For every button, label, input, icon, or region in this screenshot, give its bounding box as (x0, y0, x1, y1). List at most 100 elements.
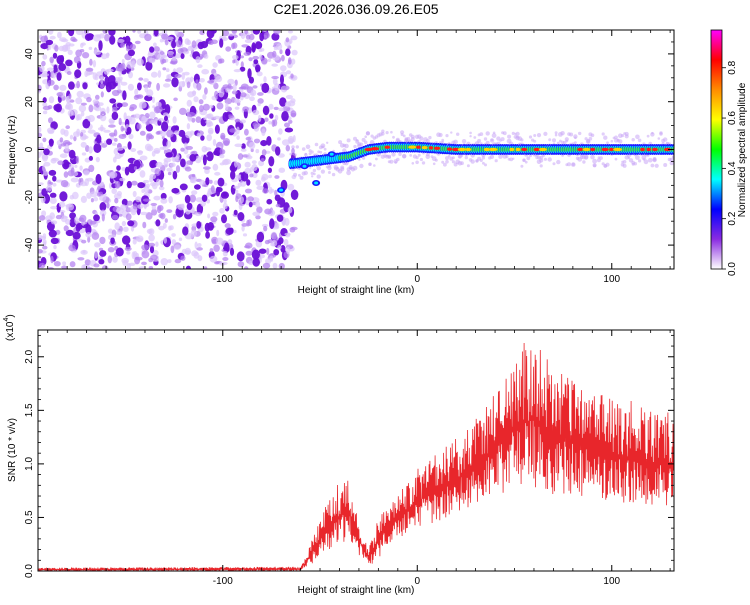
noise-speckle (96, 134, 102, 144)
signal-halo (390, 130, 393, 134)
noise-speckle (117, 82, 121, 91)
noise-speckle (139, 155, 148, 161)
noise-speckle (250, 148, 254, 153)
noise-speckle (99, 202, 107, 212)
noise-speckle (89, 220, 97, 225)
noise-speckle (46, 183, 53, 192)
signal-halo (359, 142, 364, 147)
signal-halo (669, 161, 674, 166)
noise-speckle (49, 197, 57, 204)
noise-speckle (145, 123, 153, 132)
noise-speckle (264, 208, 272, 215)
signal-halo (477, 138, 482, 143)
noise-speckle (65, 125, 70, 130)
noise-speckle (85, 232, 92, 238)
noise-speckle (155, 241, 159, 247)
signal-halo (289, 152, 293, 156)
signal-halo (590, 133, 595, 138)
noise-speckle (195, 116, 202, 123)
noise-speckle (46, 67, 55, 72)
noise-speckle (97, 192, 101, 197)
colorbar (710, 29, 723, 270)
noise-speckle (158, 117, 164, 122)
signal-peak (646, 147, 651, 152)
signal-halo (434, 158, 438, 162)
signal-halo (344, 143, 349, 149)
noise-speckle (256, 71, 263, 77)
noise-speckle (60, 128, 66, 135)
noise-speckle (196, 247, 203, 251)
signal-halo (578, 131, 582, 136)
noise-speckle (204, 87, 208, 95)
signal-halo (353, 136, 357, 141)
noise-speckle (38, 84, 42, 92)
noise-speckle (274, 114, 279, 121)
noise-speckle (119, 177, 126, 182)
noise-speckle (213, 180, 219, 185)
noise-speckle (108, 81, 117, 90)
noise-speckle (145, 133, 151, 142)
signal-halo (419, 136, 424, 141)
signal-halo (387, 155, 391, 159)
y-tick-label: -20 (24, 190, 35, 205)
noise-speckle (106, 202, 110, 209)
signal-halo (453, 139, 458, 145)
noise-speckle (139, 130, 146, 136)
noise-speckle (82, 52, 90, 59)
noise-speckle (62, 44, 71, 52)
noise-speckle (116, 190, 122, 197)
signal-peak (447, 147, 453, 151)
noise-speckle (100, 124, 104, 132)
signal-halo (567, 162, 571, 167)
signal-halo (569, 132, 574, 137)
noise-speckle (243, 266, 249, 269)
noise-speckle (55, 103, 62, 113)
signal-halo (316, 165, 322, 171)
noise-speckle (47, 105, 53, 110)
noise-speckle (237, 153, 244, 160)
noise-speckle (261, 173, 269, 181)
noise-speckle (164, 39, 169, 46)
noise-speckle (263, 225, 268, 232)
noise-speckle (166, 74, 170, 80)
noise-speckle (132, 238, 137, 245)
noise-speckle (48, 169, 57, 176)
noise-speckle (87, 114, 95, 123)
noise-speckle (281, 139, 290, 146)
y-tick-label: 20 (24, 96, 35, 108)
snr-axes: -100 0 100 0.0 0.5 1.0 1.5 2.0 (24, 330, 674, 587)
noise-speckle (108, 182, 113, 189)
noise-speckle (142, 198, 151, 202)
noise-speckle (132, 30, 136, 33)
noise-speckle (68, 30, 75, 37)
signal-halo (342, 148, 347, 153)
noise-speckle (206, 151, 214, 162)
noise-speckle (129, 104, 137, 110)
noise-speckle (93, 214, 100, 222)
noise-speckle (69, 194, 75, 200)
noise-speckle (194, 241, 198, 249)
noise-speckle (220, 132, 226, 140)
noise-speckle (75, 30, 84, 36)
noise-speckle (248, 260, 254, 266)
noise-speckle (163, 237, 167, 244)
signal-halo (311, 175, 314, 178)
signal-halo (460, 154, 464, 157)
noise-speckle (38, 182, 44, 186)
signal-halo (618, 139, 623, 144)
noise-speckle (50, 237, 59, 245)
noise-speckle (136, 94, 144, 99)
signal-halo (520, 138, 524, 142)
noise-speckle (252, 85, 258, 89)
signal-halo (479, 158, 483, 162)
noise-speckle (109, 35, 116, 45)
noise-speckle (109, 98, 117, 104)
noise-speckle (273, 30, 281, 35)
noise-speckle (199, 105, 204, 113)
noise-speckle (186, 123, 191, 130)
noise-speckle (251, 44, 256, 52)
noise-speckle (51, 220, 58, 225)
noise-speckle (114, 137, 118, 142)
noise-speckle (246, 179, 251, 186)
